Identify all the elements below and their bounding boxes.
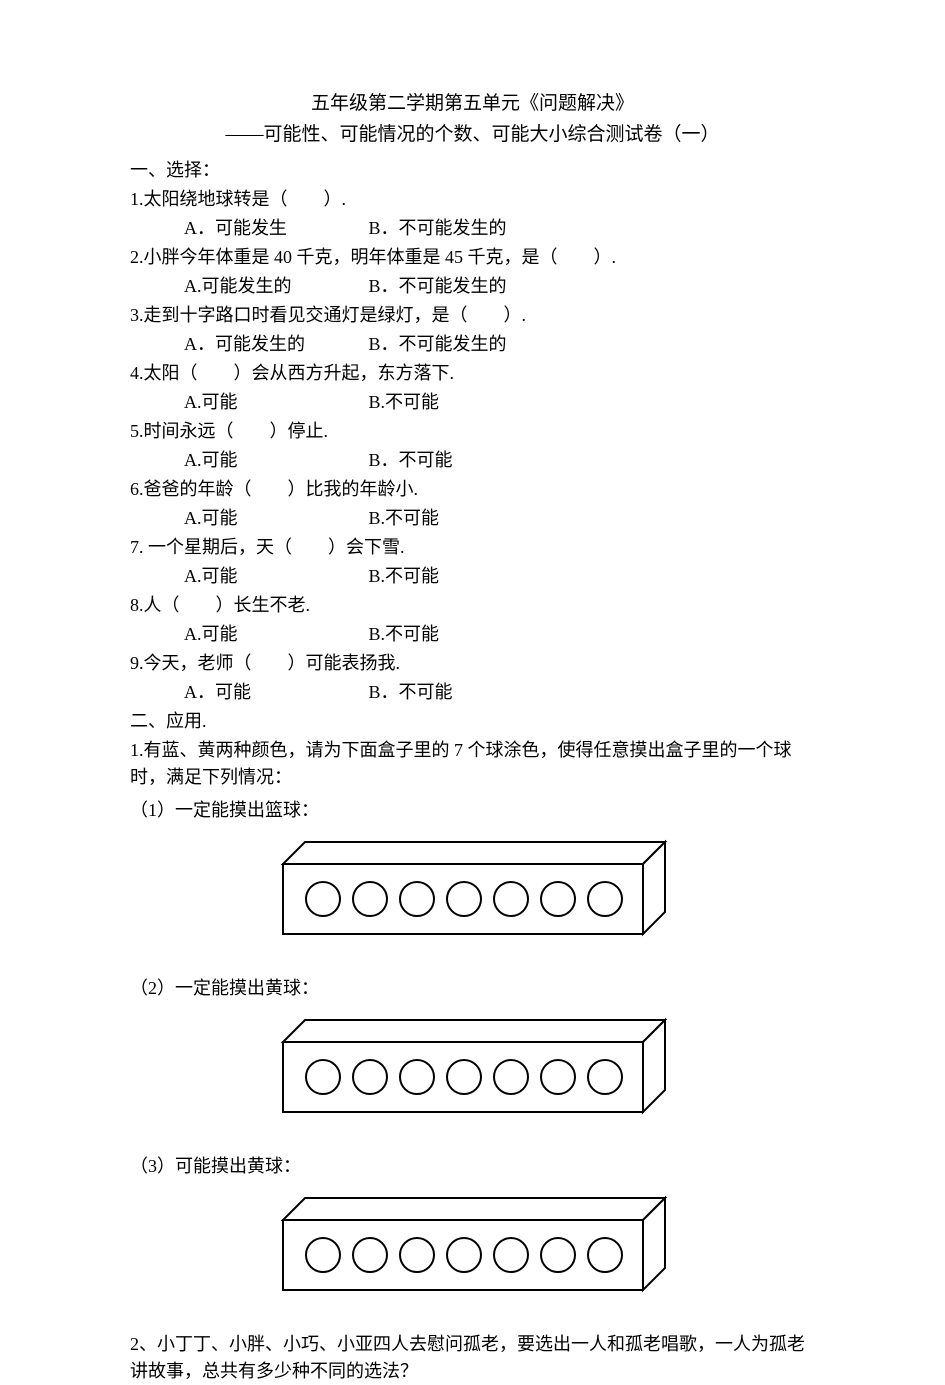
section2-heading: 二、应用. [130,708,815,735]
q5-opt-a: A.可能 [184,447,364,474]
q6-opt-a: A.可能 [184,505,364,532]
q4-text: 4.太阳（ ）会从西方升起，东方落下. [130,360,815,387]
page-title: 五年级第二学期第五单元《问题解决》 [130,90,815,119]
q2-opt-b: B．不可能发生的 [369,276,507,296]
q8-opt-a: A.可能 [184,621,364,648]
q3-opt-a: A．可能发生的 [184,331,364,358]
q7-options: A.可能 B.不可能 [184,563,815,590]
q4-opt-a: A.可能 [184,389,364,416]
q3-opt-b: B．不可能发生的 [369,334,507,354]
q7-opt-a: A.可能 [184,563,364,590]
q8-options: A.可能 B.不可能 [184,621,815,648]
q5-options: A.可能 B．不可能 [184,447,815,474]
q1-opt-b: B．不可能发生的 [369,218,507,238]
q5-opt-b: B．不可能 [369,450,453,470]
q9-opt-b: B．不可能 [369,682,453,702]
q8-opt-b: B.不可能 [369,624,440,644]
q2-options: A.可能发生的 B．不可能发生的 [184,273,815,300]
q2-text: 2.小胖今年体重是 40 千克，明年体重是 45 千克，是（ ）. [130,244,815,271]
q6-options: A.可能 B.不可能 [184,505,815,532]
s2-q1-sub2: （2）一定能摸出黄球： [130,975,815,1002]
q9-text: 9.今天，老师（ ）可能表扬我. [130,650,815,677]
q2-opt-a: A.可能发生的 [184,273,364,300]
q6-opt-b: B.不可能 [369,508,440,528]
s2-q1-sub1: （1）一定能摸出篮球： [130,797,815,824]
s2-q1-intro: 1.有蓝、黄两种颜色，请为下面盒子里的 7 个球涂色，使得任意摸出盒子里的一个球… [130,737,815,791]
s2-q2: 2、小丁丁、小胖、小巧、小亚四人去慰问孤老，要选出一人和孤老唱歌，一人为孤老讲故… [130,1331,815,1385]
q9-options: A．可能 B．不可能 [184,679,815,706]
box-diagram-3 [130,1190,815,1313]
box-diagram-2 [130,1012,815,1135]
q4-opt-b: B.不可能 [369,392,440,412]
q1-options: A．可能发生 B．不可能发生的 [184,215,815,242]
q9-opt-a: A．可能 [184,679,364,706]
box-diagram-1 [130,834,815,957]
s2-q1-sub3: （3）可能摸出黄球： [130,1153,815,1180]
page-subtitle: ——可能性、可能情况的个数、可能大小综合测试卷（一） [130,121,815,150]
q6-text: 6.爸爸的年龄（ ）比我的年龄小. [130,476,815,503]
q1-text: 1.太阳绕地球转是（ ）. [130,186,815,213]
q5-text: 5.时间永远（ ）停止. [130,418,815,445]
q3-options: A．可能发生的 B．不可能发生的 [184,331,815,358]
q4-options: A.可能 B.不可能 [184,389,815,416]
section1-heading: 一、选择： [130,157,815,184]
q1-opt-a: A．可能发生 [184,215,364,242]
q8-text: 8.人（ ）长生不老. [130,592,815,619]
q7-text: 7. 一个星期后，天（ ）会下雪. [130,534,815,561]
q7-opt-b: B.不可能 [369,566,440,586]
q3-text: 3.走到十字路口时看见交通灯是绿灯，是（ ）. [130,302,815,329]
